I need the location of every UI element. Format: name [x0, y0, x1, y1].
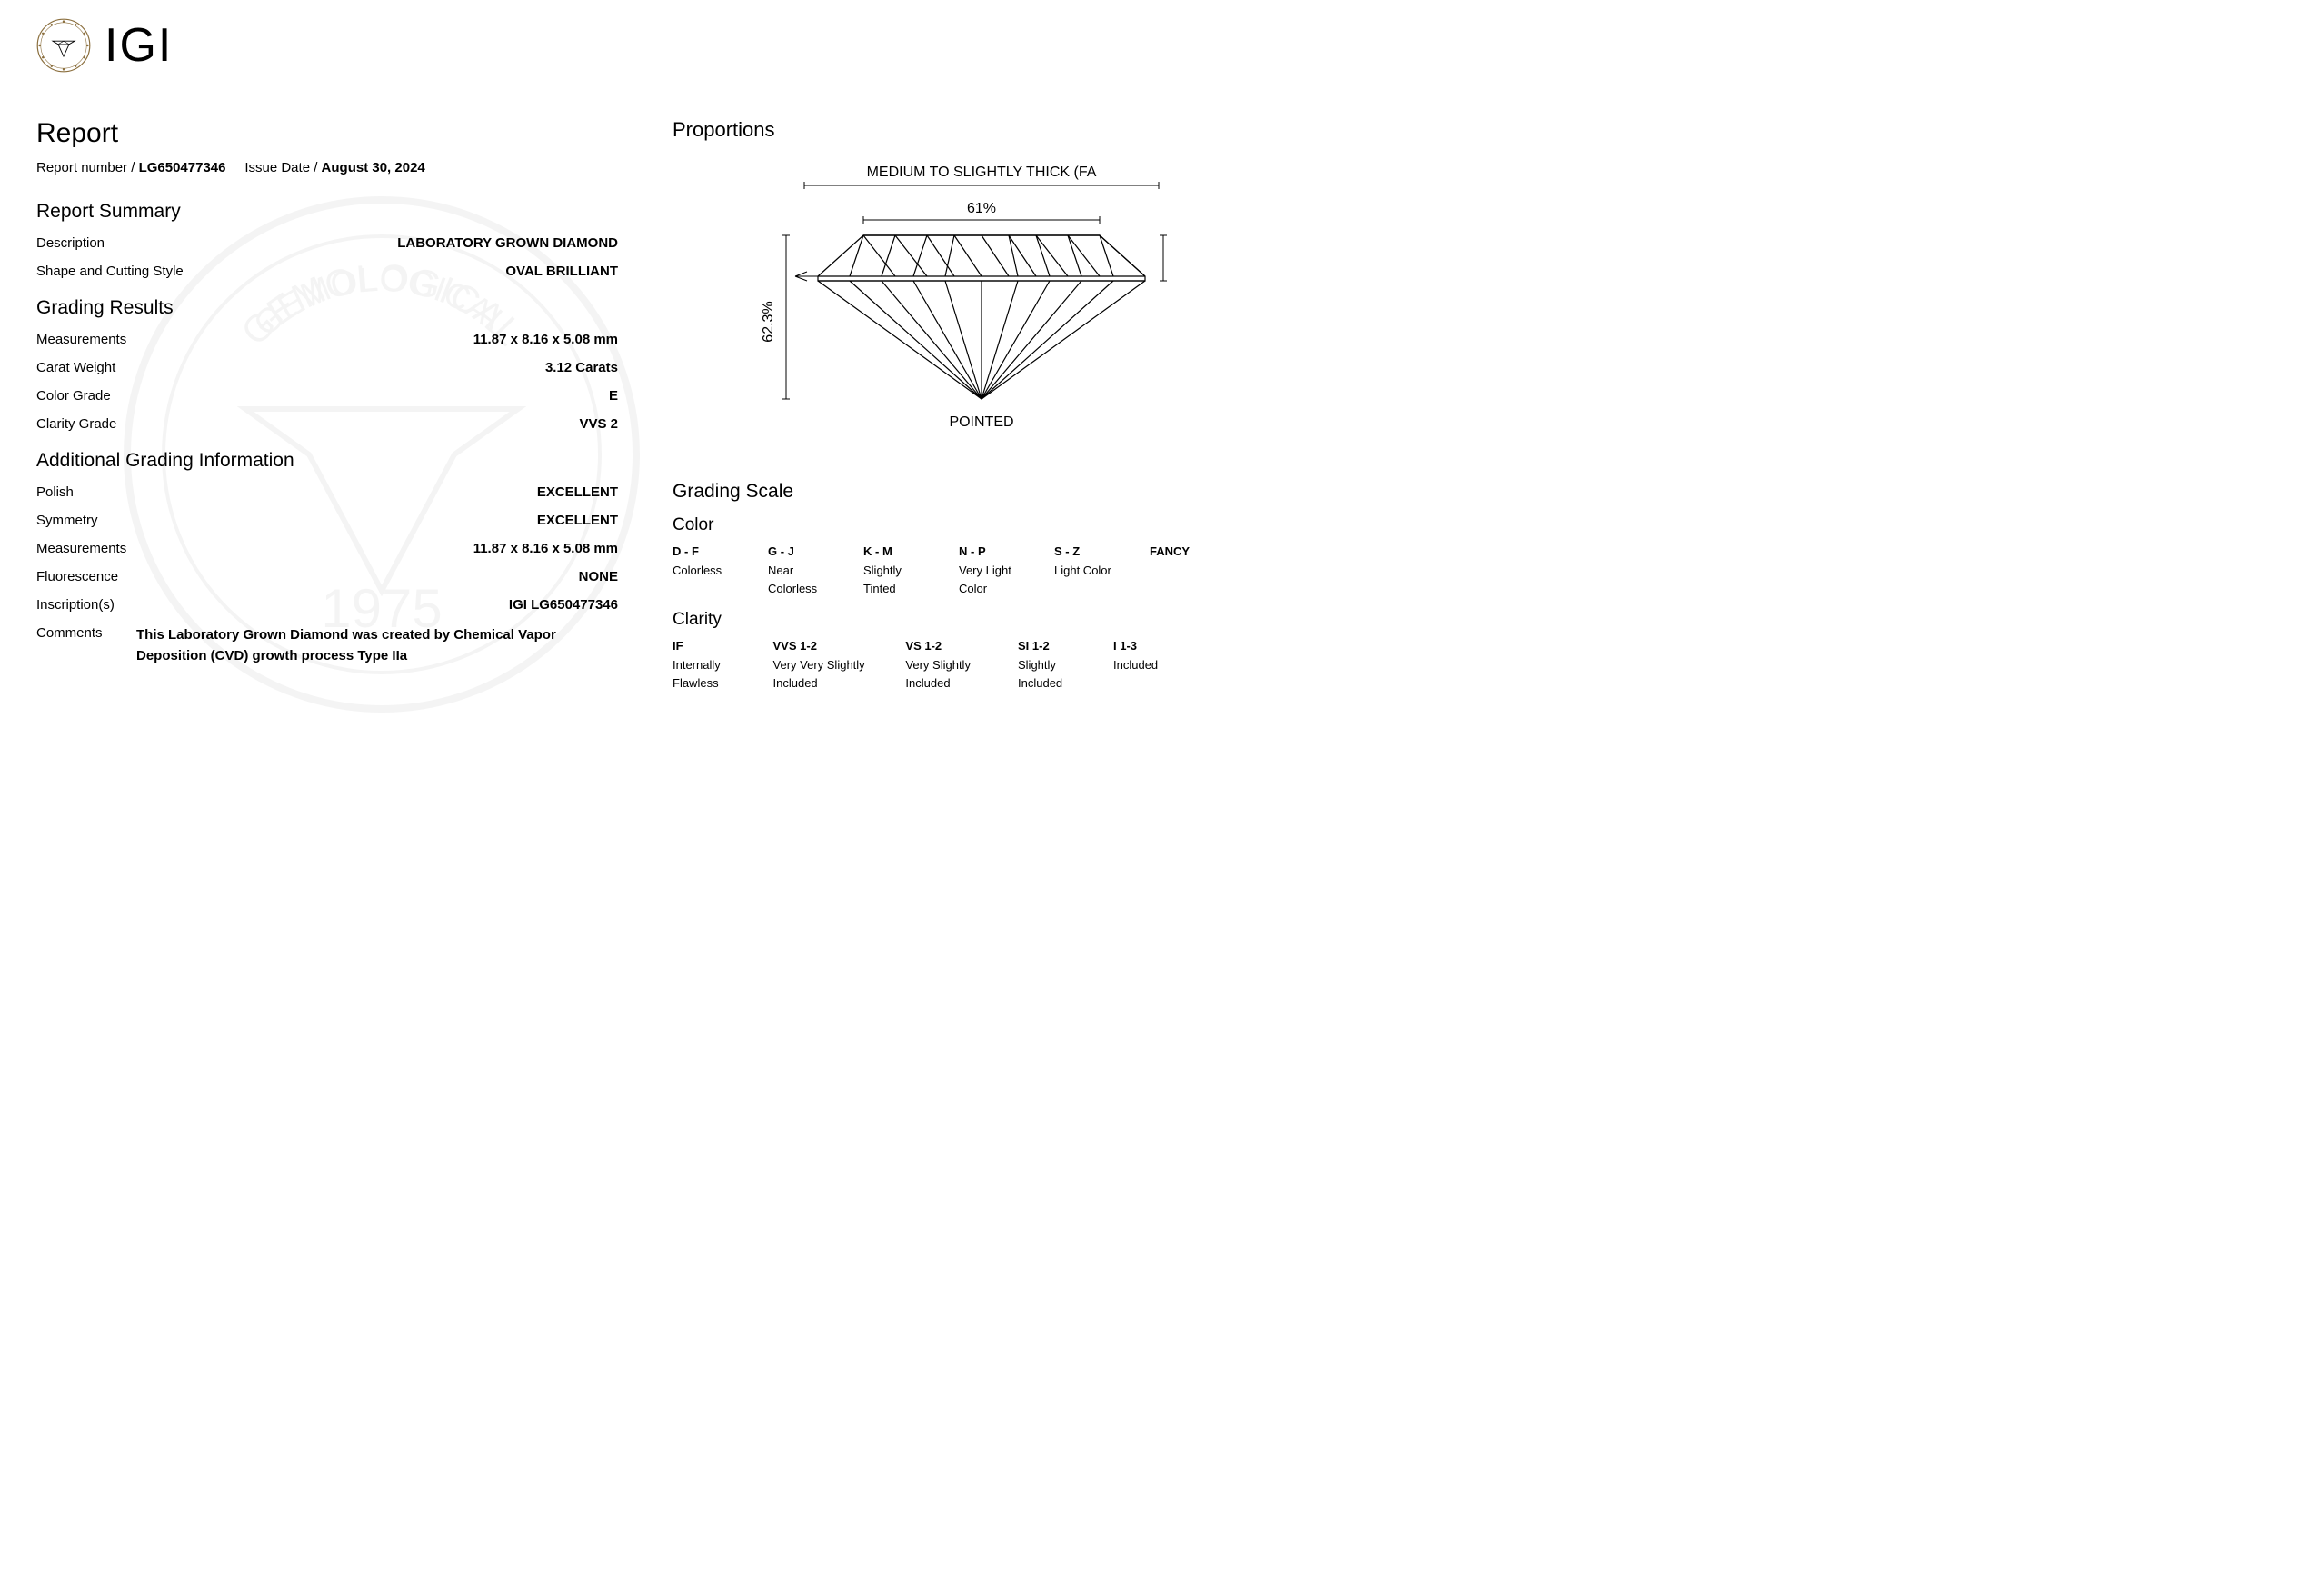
scale-header: N - P: [959, 544, 1027, 558]
additional-row: Inscription(s) IGI LG650477346: [36, 597, 618, 613]
issue-date-label: Issue Date /: [244, 160, 321, 175]
scale-desc: Slightly Tinted: [863, 562, 932, 597]
grading-row: Clarity Grade VVS 2: [36, 416, 618, 432]
report-number-label: Report number /: [36, 160, 139, 175]
summary-label: Shape and Cutting Style: [36, 264, 184, 279]
scale-header: G - J: [768, 544, 836, 558]
scale-item: VVS 1-2 Very Very Slightly Included: [773, 639, 879, 692]
grading-row: Carat Weight 3.12 Carats: [36, 360, 618, 375]
scale-desc: Near Colorless: [768, 562, 836, 597]
additional-title: Additional Grading Information: [36, 450, 618, 472]
scale-item: D - F Colorless: [673, 544, 741, 597]
summary-value: OVAL BRILLIANT: [505, 264, 618, 279]
additional-value: IGI LG650477346: [509, 597, 618, 613]
scale-item: FANCY: [1150, 544, 1218, 597]
color-scale-grid: D - F Colorless G - J Near Colorless K -…: [673, 544, 1181, 597]
left-column: Report Report number / LG650477346 Issue…: [36, 118, 618, 692]
scale-header: K - M: [863, 544, 932, 558]
grading-value: E: [609, 388, 618, 404]
scale-item: VS 1-2 Very Slightly Included: [905, 639, 991, 692]
scale-header: SI 1-2: [1018, 639, 1086, 653]
scale-item: K - M Slightly Tinted: [863, 544, 932, 597]
summary-label: Description: [36, 235, 105, 251]
additional-label: Inscription(s): [36, 597, 115, 613]
summary-row: Description LABORATORY GROWN DIAMOND: [36, 235, 618, 251]
scale-item: G - J Near Colorless: [768, 544, 836, 597]
logo-text: IGI: [105, 18, 173, 73]
grading-value: 11.87 x 8.16 x 5.08 mm: [473, 332, 618, 347]
scale-desc: Slightly Included: [1018, 656, 1086, 692]
comments-row: Comments This Laboratory Grown Diamond w…: [36, 625, 618, 666]
scale-item: IF Internally Flawless: [673, 639, 746, 692]
grading-row: Measurements 11.87 x 8.16 x 5.08 mm: [36, 332, 618, 347]
clarity-scale-grid: IF Internally Flawless VVS 1-2 Very Very…: [673, 639, 1181, 692]
summary-title: Report Summary: [36, 201, 618, 223]
table-pct: 61%: [967, 201, 996, 216]
scale-item: I 1-3 Included: [1113, 639, 1181, 692]
additional-label: Fluorescence: [36, 569, 118, 584]
header: IGI: [36, 18, 2276, 73]
summary-value: LABORATORY GROWN DIAMOND: [397, 235, 618, 251]
scale-header: I 1-3: [1113, 639, 1181, 653]
scale-header: IF: [673, 639, 746, 653]
issue-date: August 30, 2024: [322, 160, 425, 175]
scale-desc: Light Color: [1054, 562, 1122, 580]
comments-label: Comments: [36, 625, 118, 666]
report-meta: Report number / LG650477346 Issue Date /…: [36, 160, 618, 175]
scale-header: FANCY: [1150, 544, 1218, 558]
clarity-scale-title: Clarity: [673, 610, 1181, 630]
scale-item: S - Z Light Color: [1054, 544, 1122, 597]
additional-row: Polish EXCELLENT: [36, 484, 618, 500]
additional-row: Fluorescence NONE: [36, 569, 618, 584]
additional-label: Symmetry: [36, 513, 98, 528]
additional-label: Polish: [36, 484, 74, 500]
scale-header: S - Z: [1054, 544, 1122, 558]
depth-pct: 62.3%: [761, 301, 776, 342]
report-number: LG650477346: [139, 160, 226, 175]
girdle-label: MEDIUM TO SLIGHTLY THICK (FA: [867, 165, 1097, 180]
diamond-proportions-diagram: MEDIUM TO SLIGHTLY THICK (FA 61% 62.3%: [673, 158, 1181, 440]
additional-value: EXCELLENT: [537, 484, 618, 500]
scale-item: SI 1-2 Slightly Included: [1018, 639, 1086, 692]
scale-header: VVS 1-2: [773, 639, 879, 653]
scale-desc: Very Slightly Included: [905, 656, 991, 692]
scale-desc: Very Light Color: [959, 562, 1027, 597]
igi-seal-icon: [36, 18, 91, 73]
summary-row: Shape and Cutting Style OVAL BRILLIANT: [36, 264, 618, 279]
additional-value: NONE: [579, 569, 618, 584]
additional-row: Measurements 11.87 x 8.16 x 5.08 mm: [36, 541, 618, 556]
grading-value: VVS 2: [579, 416, 618, 432]
scale-desc: Very Very Slightly Included: [773, 656, 879, 692]
culet-label: POINTED: [949, 414, 1013, 430]
grading-scale-title: Grading Scale: [673, 481, 1181, 503]
scale-desc: Colorless: [673, 562, 741, 580]
additional-label: Measurements: [36, 541, 126, 556]
scale-header: D - F: [673, 544, 741, 558]
report-title: Report: [36, 118, 618, 149]
scale-desc: Included: [1113, 656, 1181, 674]
proportions-title: Proportions: [673, 118, 1181, 142]
grading-label: Carat Weight: [36, 360, 115, 375]
grading-row: Color Grade E: [36, 388, 618, 404]
scale-header: VS 1-2: [905, 639, 991, 653]
scale-desc: Internally Flawless: [673, 656, 746, 692]
grading-label: Color Grade: [36, 388, 111, 404]
additional-row: Symmetry EXCELLENT: [36, 513, 618, 528]
comments-value: This Laboratory Grown Diamond was create…: [136, 625, 618, 666]
grading-title: Grading Results: [36, 297, 618, 319]
color-scale-title: Color: [673, 515, 1181, 535]
scale-item: N - P Very Light Color: [959, 544, 1027, 597]
right-column: Proportions MEDIUM TO SLIGHTLY THICK (FA…: [673, 118, 1181, 692]
additional-value: 11.87 x 8.16 x 5.08 mm: [473, 541, 618, 556]
grading-label: Measurements: [36, 332, 126, 347]
additional-value: EXCELLENT: [537, 513, 618, 528]
grading-value: 3.12 Carats: [545, 360, 618, 375]
grading-label: Clarity Grade: [36, 416, 116, 432]
